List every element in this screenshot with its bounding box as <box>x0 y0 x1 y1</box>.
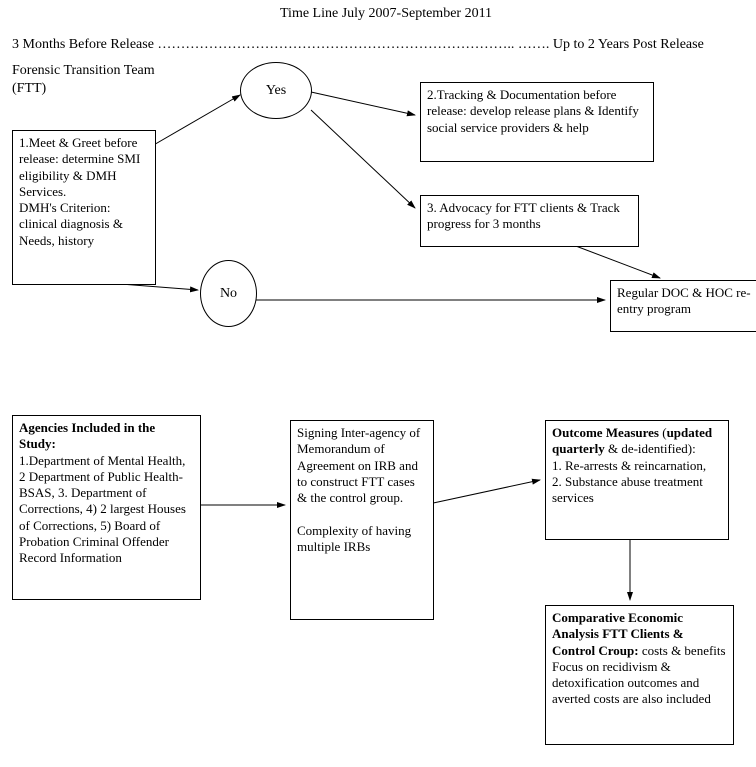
ftt-label: Forensic Transition Team (FTT) <box>12 62 192 97</box>
agencies-body: 1.Department of Mental Health, 2 Departm… <box>19 453 186 566</box>
decision-no: No <box>200 260 257 327</box>
irb-p2: Complexity of having multiple IRBs <box>297 523 411 554</box>
timeline-left: 3 Months Before Release <box>12 37 154 52</box>
title: Time Line July 2007-September 2011 <box>280 5 492 23</box>
timeline-right: Up to 2 Years Post Release <box>553 37 704 52</box>
box-comparative: Comparative Economic Analysis FTT Client… <box>545 605 734 745</box>
box-meet-greet: 1.Meet & Greet before release: determine… <box>12 130 156 285</box>
timeline-row: 3 Months Before Release …………………………………………… <box>12 36 744 54</box>
box-irb: Signing Inter-agency of Memorandum of Ag… <box>290 420 434 620</box>
agencies-title: Agencies Included in the Study: <box>19 420 155 451</box>
box-tracking: 2.Tracking & Documentation before releas… <box>420 82 654 162</box>
decision-yes: Yes <box>240 62 312 119</box>
diagram-canvas: Time Line July 2007-September 2011 3 Mon… <box>0 0 756 767</box>
outcome-title: Outcome Measures <box>552 425 659 440</box>
box-outcome: Outcome Measures (updated quarterly & de… <box>545 420 729 540</box>
box-agencies: Agencies Included in the Study: 1.Depart… <box>12 415 201 600</box>
box-advocacy: 3. Advocacy for FTT clients & Track prog… <box>420 195 639 247</box>
box-doc-hoc: Regular DOC & HOC re-entry program <box>610 280 756 332</box>
irb-p1: Signing Inter-agency of Memorandum of Ag… <box>297 425 420 505</box>
timeline-dots: ………………………………………………………………….. ……. <box>157 37 549 52</box>
